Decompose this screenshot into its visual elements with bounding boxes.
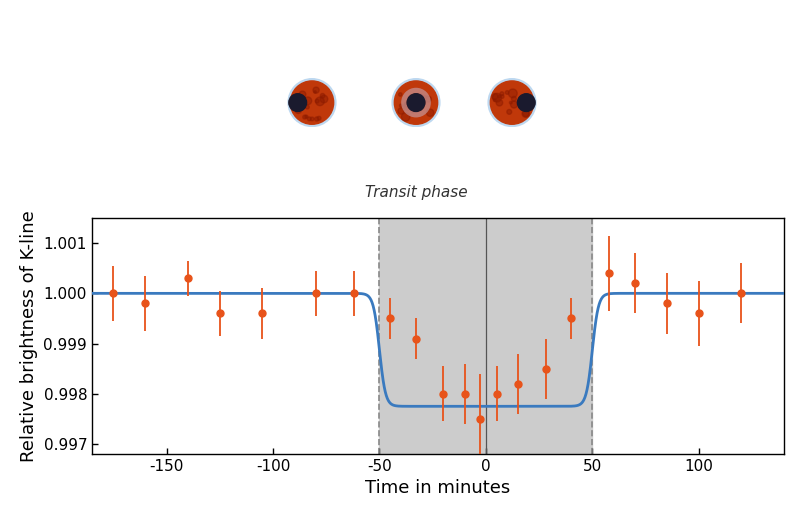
Circle shape <box>493 93 502 102</box>
Circle shape <box>426 109 434 116</box>
Circle shape <box>410 103 417 111</box>
Circle shape <box>488 78 536 127</box>
Circle shape <box>320 93 325 98</box>
Circle shape <box>307 117 311 121</box>
Circle shape <box>407 94 425 111</box>
Circle shape <box>402 113 410 121</box>
Circle shape <box>420 100 425 105</box>
Circle shape <box>524 98 530 103</box>
Circle shape <box>290 81 334 124</box>
Text: Transit phase: Transit phase <box>365 185 467 200</box>
Circle shape <box>518 94 535 111</box>
Circle shape <box>317 116 321 120</box>
Circle shape <box>422 95 427 101</box>
Circle shape <box>417 93 423 101</box>
Circle shape <box>496 100 502 106</box>
Circle shape <box>511 96 516 101</box>
Circle shape <box>396 83 436 122</box>
Circle shape <box>411 110 414 113</box>
Circle shape <box>305 115 308 118</box>
Circle shape <box>425 96 431 102</box>
Circle shape <box>416 100 419 103</box>
Circle shape <box>498 95 501 98</box>
Circle shape <box>404 102 410 108</box>
X-axis label: Time in minutes: Time in minutes <box>366 480 510 498</box>
Circle shape <box>299 91 306 98</box>
Bar <box>379 218 592 454</box>
Circle shape <box>509 89 517 98</box>
Circle shape <box>492 83 532 122</box>
Circle shape <box>306 105 310 109</box>
Circle shape <box>500 92 504 95</box>
Circle shape <box>310 117 314 121</box>
Circle shape <box>320 95 328 103</box>
Circle shape <box>295 107 302 113</box>
Circle shape <box>315 99 319 103</box>
Circle shape <box>304 97 312 105</box>
Circle shape <box>313 87 319 93</box>
Circle shape <box>394 81 438 124</box>
Circle shape <box>292 83 332 122</box>
Circle shape <box>506 91 509 94</box>
Circle shape <box>510 101 512 104</box>
Circle shape <box>302 115 306 119</box>
Circle shape <box>492 93 498 100</box>
Circle shape <box>399 104 402 107</box>
Circle shape <box>398 93 402 96</box>
Circle shape <box>288 78 336 127</box>
Circle shape <box>490 81 534 124</box>
Circle shape <box>500 95 504 98</box>
Circle shape <box>494 99 496 102</box>
Circle shape <box>522 110 529 116</box>
Circle shape <box>510 101 518 108</box>
Circle shape <box>314 117 319 121</box>
Circle shape <box>522 110 530 117</box>
Circle shape <box>314 91 316 93</box>
Circle shape <box>408 101 412 105</box>
Circle shape <box>423 101 426 104</box>
Circle shape <box>507 109 512 114</box>
Circle shape <box>392 78 440 127</box>
Circle shape <box>289 94 306 111</box>
Circle shape <box>398 108 404 114</box>
Circle shape <box>404 102 412 110</box>
Circle shape <box>315 97 324 106</box>
Circle shape <box>526 98 531 103</box>
Y-axis label: Relative brightness of K-line: Relative brightness of K-line <box>20 210 38 462</box>
